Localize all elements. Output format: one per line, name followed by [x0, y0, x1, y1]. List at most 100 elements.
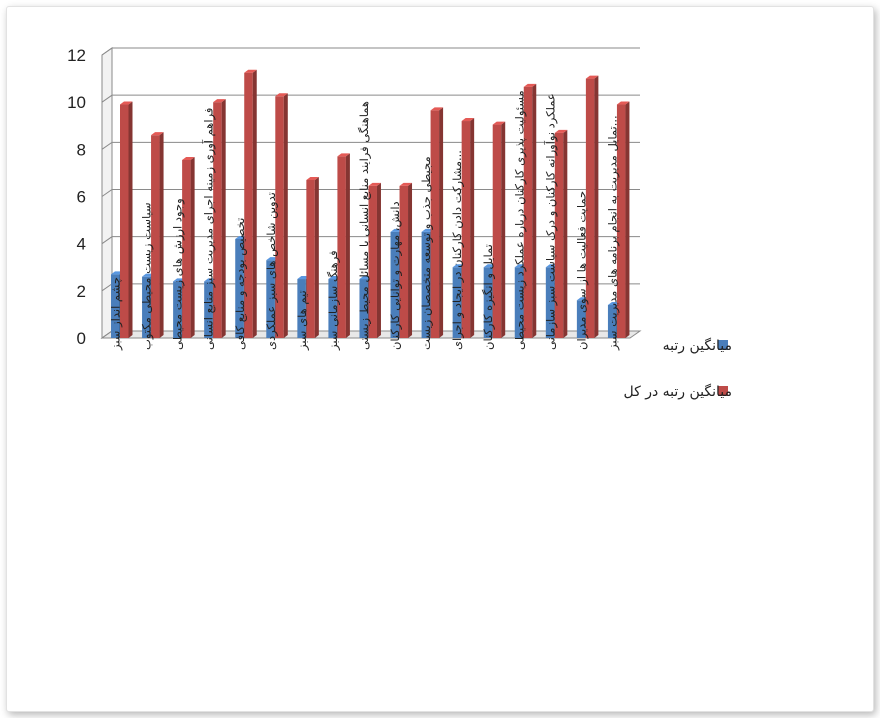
bar — [151, 132, 164, 338]
bar-front — [297, 279, 306, 338]
bar-side — [128, 101, 133, 339]
y-tick-label: 10 — [67, 93, 86, 112]
bar-top — [430, 107, 444, 111]
bar-front — [545, 267, 555, 338]
legend-label: میانگین رتبه — [663, 337, 732, 354]
x-category-label: تمایل و انگیزه کارکنان — [481, 244, 496, 350]
bar-front — [142, 276, 151, 338]
x-category-label: فرهنگ سازمانی سبز — [326, 250, 341, 351]
bar-side — [221, 99, 226, 339]
bar-front — [461, 121, 471, 339]
bar-front — [390, 231, 400, 338]
bar-front — [576, 300, 586, 338]
x-category-label: تیم های سبز — [295, 290, 310, 351]
x-category-label: حمایت فعالیت ها از سوی مدیران — [574, 191, 589, 350]
bar-top — [616, 101, 630, 105]
bar-front — [492, 124, 502, 338]
bar-front — [151, 135, 160, 338]
y-tick-label: 6 — [77, 188, 86, 207]
bar — [213, 99, 226, 339]
bar-side — [283, 93, 288, 338]
bar-side — [470, 118, 475, 339]
x-category-label: فراهم آوری زمینه اجرای مدیریت سبز منابع … — [202, 108, 217, 350]
bar — [430, 107, 444, 338]
bar-side — [563, 129, 568, 338]
bar-front — [173, 281, 182, 338]
bar-side — [376, 182, 381, 338]
x-category-label: تدوین شاخص های سبز عملکردی — [264, 192, 279, 350]
y-tick-label: 4 — [77, 235, 86, 254]
x-category-label: وجود ارزش های زیست محیطی — [171, 198, 186, 350]
x-category-label: چشم انداز سبز — [109, 277, 124, 351]
bar-top — [492, 121, 506, 125]
bar-top — [461, 118, 475, 122]
bar — [120, 101, 133, 339]
bar-side — [501, 121, 506, 338]
bar-side — [594, 75, 599, 338]
gridline — [101, 47, 640, 56]
bars — [111, 69, 630, 339]
bar-front — [328, 279, 337, 338]
bar-side — [159, 132, 164, 338]
bar — [337, 153, 350, 338]
bar-front — [483, 267, 493, 338]
bar-front — [523, 86, 533, 339]
bar-top — [275, 93, 288, 97]
bar-top — [399, 182, 413, 186]
bar-front — [235, 238, 244, 338]
x-category-label: ...تمایل مدیریت به انجام برنامه های مدیر… — [605, 115, 620, 351]
bar-side — [625, 101, 630, 339]
bar-top — [368, 182, 381, 186]
bar-top — [182, 156, 195, 160]
bar — [554, 129, 568, 338]
bar-side — [439, 107, 444, 338]
bar-front — [306, 179, 315, 338]
gridline — [101, 94, 640, 103]
bar-side — [532, 83, 537, 339]
bar-side — [190, 156, 195, 338]
bar-front — [204, 281, 213, 338]
x-category-label: هماهنگی فرایند منابع انسانی با مسائل محی… — [357, 101, 372, 350]
bar-front — [213, 102, 222, 339]
x-category-label: مجیطی جذب و توسعه متخصصان زیست — [419, 156, 434, 350]
bar-side — [345, 153, 350, 338]
bar-front — [120, 104, 129, 339]
bar — [399, 182, 413, 338]
x-category-label: ...مشارکت دادن کارکنان در ایجاد و اجرای — [450, 150, 465, 350]
bar — [368, 182, 381, 338]
bar-front — [421, 231, 431, 338]
bar-top — [585, 75, 599, 79]
x-category-label: دانش، مهارت و توانایی کارکنان — [388, 201, 403, 350]
bar-front — [368, 185, 377, 338]
bar-top — [523, 83, 537, 87]
bar-top — [213, 99, 226, 103]
bar-front — [514, 267, 524, 338]
y-tick-label: 8 — [77, 140, 86, 159]
bar-front — [585, 78, 595, 338]
bar-top — [306, 176, 319, 180]
bar-front — [182, 159, 191, 338]
x-category-label: سیاست زیست محیطی مکتوب — [140, 202, 155, 350]
legend: میانگین رتبه میانگین رتبه در کل — [624, 337, 733, 400]
x-axis-labels: چشم انداز سبز سیاست زیست محیطی مکتوب وجود … — [109, 90, 621, 351]
bar-front — [554, 132, 564, 338]
bar-side — [408, 182, 413, 338]
bar-front — [607, 304, 617, 338]
bar-front — [266, 260, 275, 338]
bar-side — [252, 69, 257, 338]
bar-top — [337, 153, 350, 157]
bar-front — [616, 104, 626, 339]
legend-swatch — [718, 340, 728, 350]
bar-front — [275, 96, 284, 338]
bar-front — [452, 267, 462, 338]
y-tick-label: 12 — [67, 46, 86, 65]
bar — [616, 101, 630, 339]
bar-top — [120, 101, 133, 105]
bar-front — [337, 156, 346, 338]
bar-front — [359, 279, 368, 338]
y-tick-label: 2 — [77, 282, 86, 301]
bar-front — [399, 185, 409, 338]
legend-swatch — [718, 386, 728, 396]
bar — [492, 121, 506, 338]
